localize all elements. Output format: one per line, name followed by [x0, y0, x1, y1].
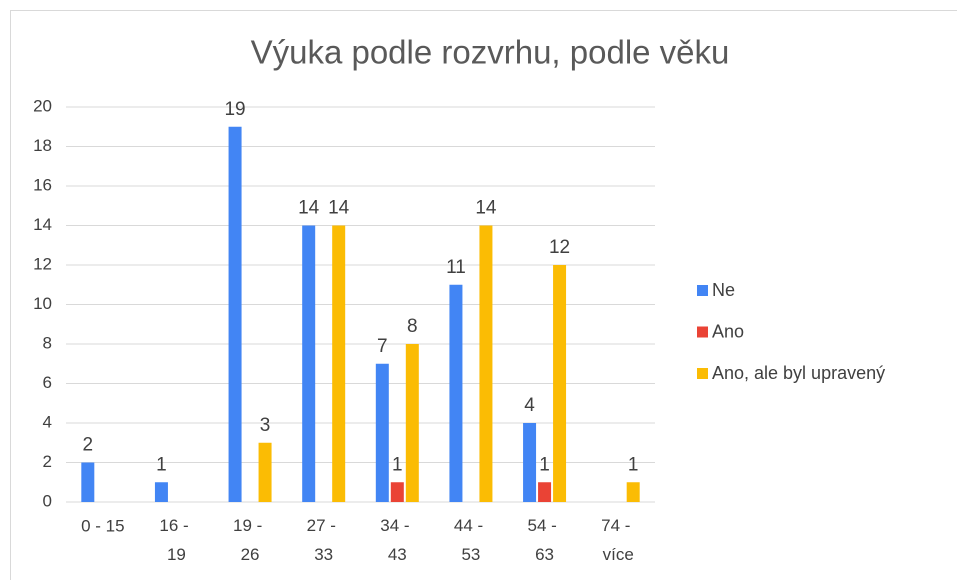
y-tick-label: 18 — [33, 136, 52, 155]
x-tick-label: 44 - 53 — [454, 516, 488, 564]
legend-label: Ano — [712, 321, 744, 341]
bar — [228, 126, 242, 502]
legend-label: Ne — [712, 280, 735, 300]
bar — [449, 284, 463, 502]
value-label: 1 — [156, 454, 167, 475]
y-tick-label: 6 — [43, 373, 52, 392]
bar — [302, 225, 316, 502]
value-label: 1 — [628, 454, 639, 475]
value-label: 14 — [328, 198, 350, 219]
bar — [538, 482, 552, 502]
legend-label: Ano, ale byl upravený — [712, 363, 885, 383]
value-label: 4 — [524, 395, 535, 416]
x-tick-label: 19 - 26 — [233, 516, 267, 564]
value-label: 1 — [392, 454, 403, 475]
y-tick-label: 4 — [43, 412, 52, 431]
value-label: 19 — [224, 99, 245, 120]
bar — [626, 482, 640, 502]
legend-swatch — [697, 368, 708, 379]
y-tick-label: 12 — [33, 254, 52, 273]
legend-swatch — [697, 285, 708, 296]
value-label: 8 — [407, 316, 418, 337]
y-tick-label: 0 — [43, 491, 52, 510]
value-label: 14 — [298, 198, 320, 219]
chart-title: Výuka podle rozvrhu, podle věku — [251, 34, 730, 71]
bar — [553, 265, 567, 502]
x-tick-label: 54 - 63 — [528, 516, 562, 564]
value-label: 12 — [549, 237, 570, 258]
x-tick-label: 0 - 15 — [81, 516, 124, 535]
y-tick-label: 2 — [43, 452, 52, 471]
y-tick-label: 20 — [33, 96, 52, 115]
value-label: 1 — [539, 454, 550, 475]
bar — [523, 423, 537, 502]
bar — [479, 225, 493, 502]
legend-swatch — [697, 326, 708, 338]
x-tick-label: 74 - více — [601, 516, 635, 564]
bar — [405, 344, 419, 502]
value-label: 14 — [475, 198, 497, 219]
y-tick-label: 16 — [33, 175, 52, 194]
bar — [390, 482, 404, 502]
y-tick-label: 10 — [33, 294, 52, 313]
y-tick-label: 8 — [43, 333, 52, 352]
x-tick-label: 27 - 33 — [307, 516, 341, 564]
bar — [332, 225, 346, 502]
bar — [81, 462, 95, 502]
bar — [154, 482, 168, 502]
value-label: 7 — [377, 336, 388, 357]
bar — [375, 363, 389, 502]
bar — [258, 442, 272, 502]
x-tick-label: 34 - 43 — [380, 516, 414, 564]
value-label: 11 — [446, 257, 466, 278]
value-label: 2 — [83, 435, 94, 456]
y-tick-label: 14 — [33, 215, 52, 234]
x-tick-label: 16 - 19 — [159, 516, 193, 564]
value-label: 3 — [260, 415, 271, 436]
